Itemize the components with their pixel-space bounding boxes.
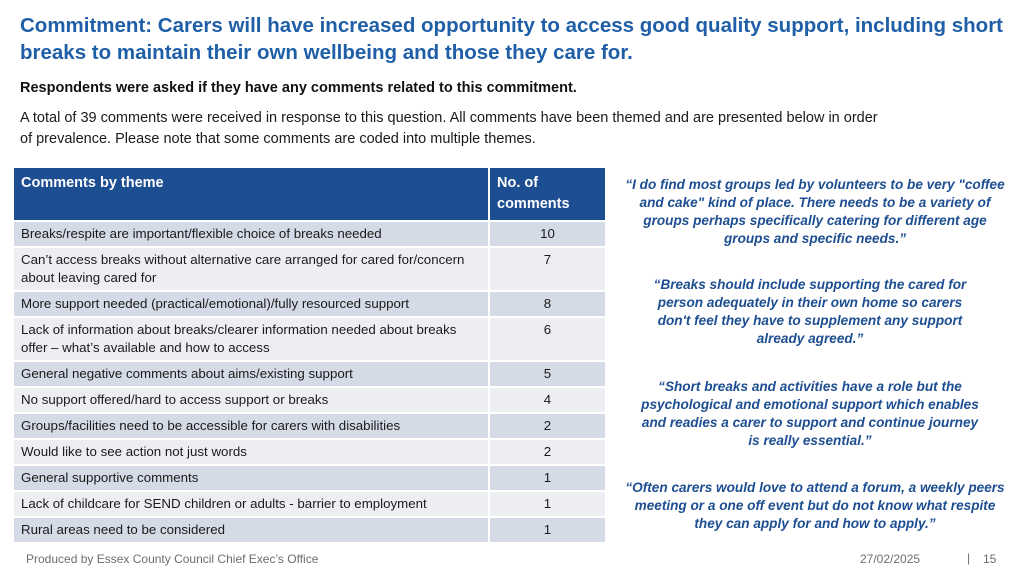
count-cell: 6	[489, 316, 605, 361]
table-row: Can’t access breaks without alternative …	[14, 246, 605, 291]
theme-cell: More support needed (practical/emotional…	[14, 290, 490, 317]
table-row: Lack of childcare for SEND children or a…	[14, 490, 605, 517]
table-row: Groups/facilities need to be accessible …	[14, 412, 605, 439]
comments-table: Comments by theme No. of comments Breaks…	[14, 168, 605, 542]
count-cell: 1	[489, 464, 605, 491]
footer-separator: |	[967, 551, 971, 565]
count-cell: 1	[489, 490, 605, 517]
theme-cell: Groups/facilities need to be accessible …	[14, 412, 490, 439]
theme-column-header: Comments by theme	[14, 168, 490, 221]
count-cell: 5	[489, 360, 605, 387]
table-row: More support needed (practical/emotional…	[14, 290, 605, 317]
theme-cell: Can’t access breaks without alternative …	[14, 246, 490, 291]
theme-cell: Lack of childcare for SEND children or a…	[14, 490, 490, 517]
table-row: Breaks/respite are important/flexible ch…	[14, 220, 605, 247]
theme-cell: Would like to see action not just words	[14, 438, 490, 465]
count-cell: 2	[489, 412, 605, 439]
theme-cell: Breaks/respite are important/flexible ch…	[14, 220, 490, 247]
table-header-row: Comments by theme No. of comments	[14, 168, 605, 221]
count-column-header: No. of comments	[489, 168, 605, 221]
count-cell: 8	[489, 290, 605, 317]
count-cell: 10	[489, 220, 605, 247]
theme-cell: Rural areas need to be considered	[14, 516, 490, 542]
theme-cell: Lack of information about breaks/clearer…	[14, 316, 490, 361]
quote-emotional-support: “Short breaks and activities have a role…	[641, 379, 979, 448]
question-heading: Respondents were asked if they have any …	[20, 80, 577, 96]
theme-cell: No support offered/hard to access suppor…	[14, 386, 490, 413]
quote-volunteer-groups: “I do find most groups led by volunteers…	[625, 177, 1005, 246]
count-cell: 4	[489, 386, 605, 413]
intro-paragraph: A total of 39 comments were received in …	[20, 110, 878, 147]
quote-forum-respite: “Often carers would love to attend a for…	[625, 480, 1005, 531]
theme-cell: General negative comments about aims/exi…	[14, 360, 490, 387]
footer-producer: Produced by Essex County Council Chief E…	[26, 552, 319, 566]
table-row: General supportive comments 1	[14, 464, 605, 491]
theme-cell: General supportive comments	[14, 464, 490, 491]
count-cell: 1	[489, 516, 605, 542]
count-cell: 2	[489, 438, 605, 465]
page-number: 15	[983, 552, 997, 566]
table-row: Lack of information about breaks/clearer…	[14, 316, 605, 361]
quote-breaks-at-home: “Breaks should include supporting the ca…	[653, 277, 967, 346]
table-row: Rural areas need to be considered 1	[14, 516, 605, 542]
table-row: General negative comments about aims/exi…	[14, 360, 605, 387]
table-row: Would like to see action not just words …	[14, 438, 605, 465]
table-row: No support offered/hard to access suppor…	[14, 386, 605, 413]
footer-date: 27/02/2025	[860, 552, 921, 566]
count-cell: 7	[489, 246, 605, 291]
page-title: Commitment: Carers will have increased o…	[20, 14, 1004, 64]
